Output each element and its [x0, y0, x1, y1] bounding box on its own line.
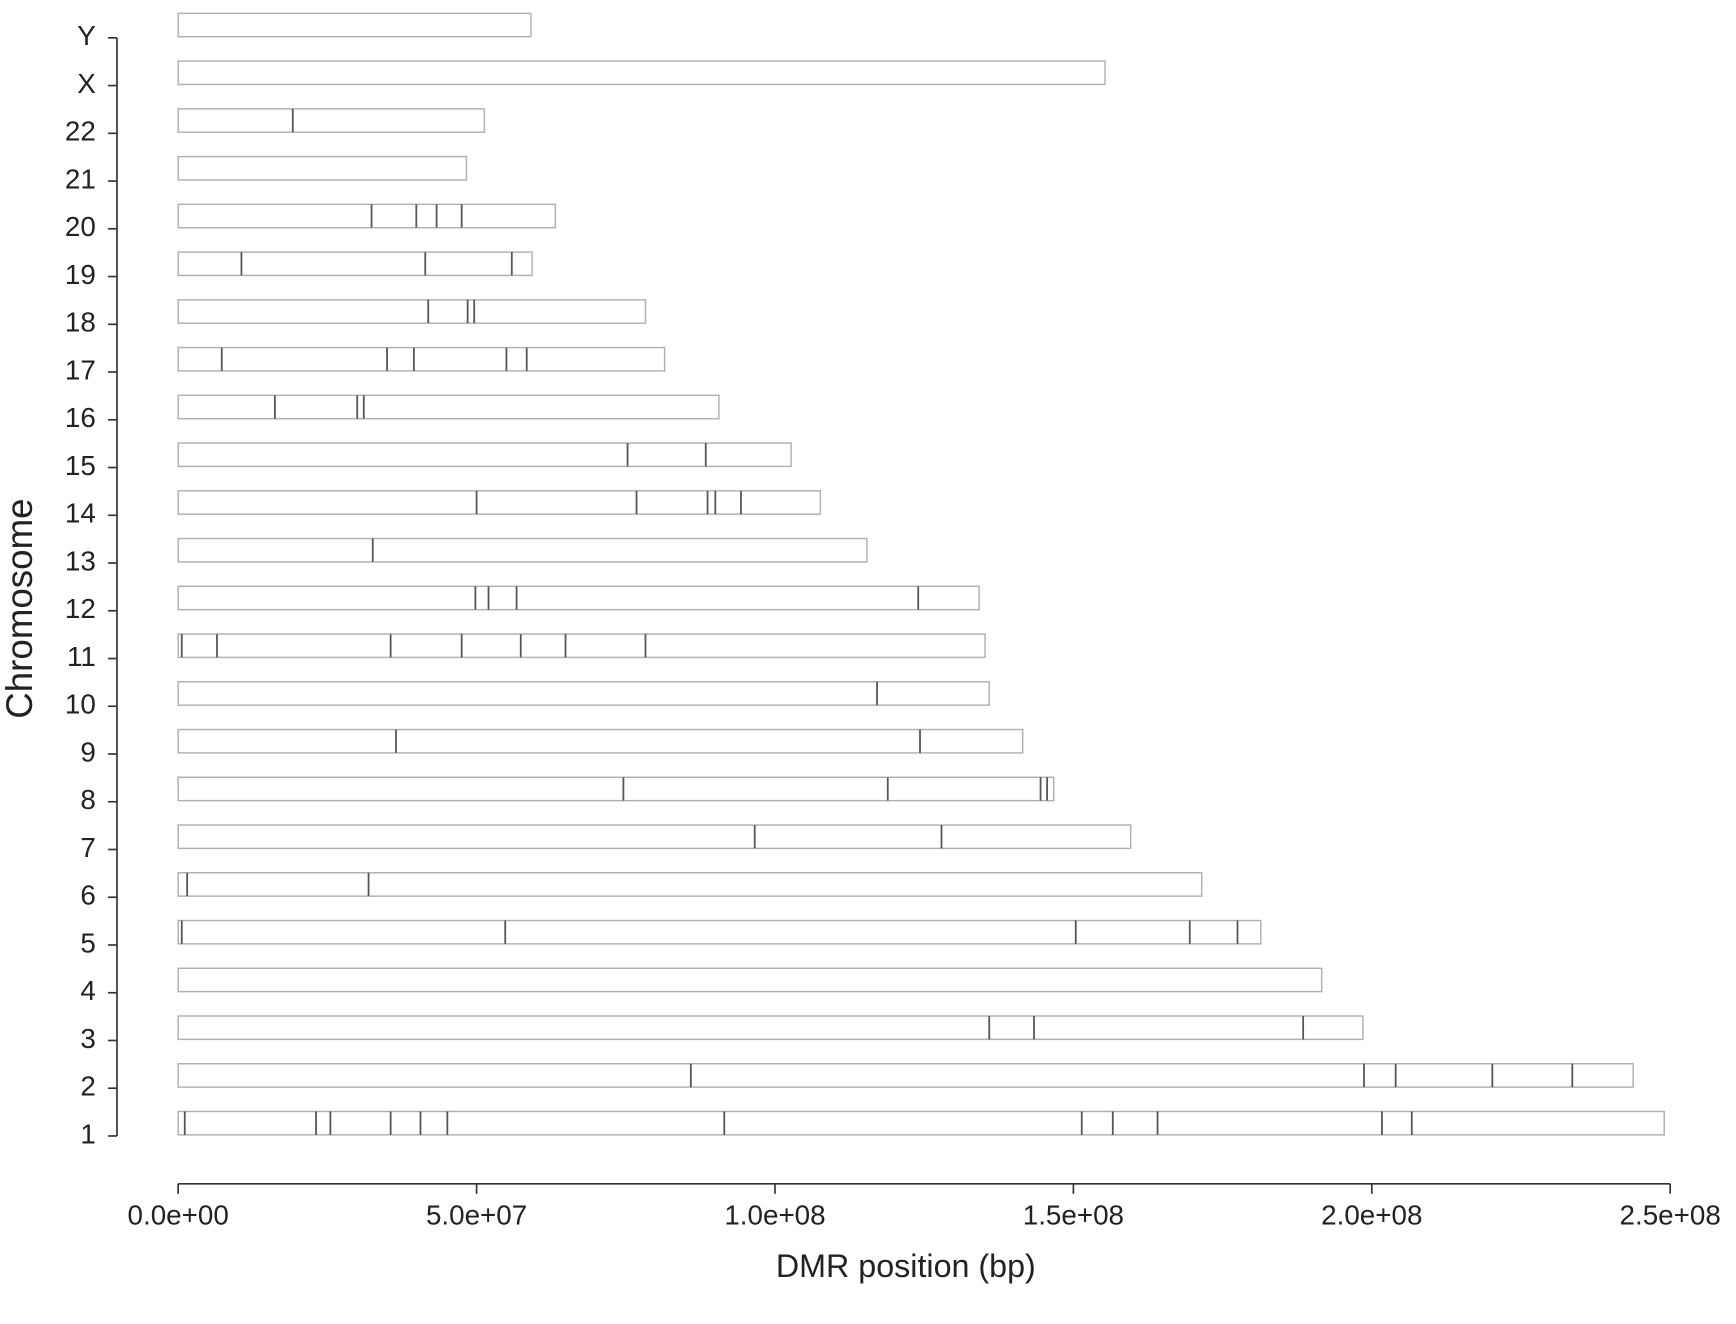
x-tick-label: 2.0e+08: [1321, 1200, 1422, 1231]
y-tick-label: 18: [65, 307, 96, 338]
y-axis-label: Chromosome: [0, 498, 40, 718]
y-tick-label: 2: [80, 1071, 95, 1102]
y-tick-label: 12: [65, 593, 96, 624]
y-tick-label: 19: [65, 259, 96, 290]
y-tick-label: 9: [80, 736, 95, 767]
y-tick-label: 1: [80, 1118, 95, 1149]
x-tick-label: 0.0e+00: [128, 1200, 229, 1231]
chromosome-bar: [177, 442, 792, 468]
chromosome-bar: [177, 60, 1106, 86]
chromosome-bar: [177, 919, 1262, 945]
y-tick-label: 22: [65, 116, 96, 147]
chromosome-bar: [177, 394, 720, 420]
y-tick-label: 3: [80, 1023, 95, 1054]
chromosome-bar: [177, 681, 990, 706]
chromosome-bar: [177, 537, 868, 563]
chromosome-bar: [177, 776, 1055, 802]
chromosome-bar: [177, 108, 486, 133]
chromosome-bar: [177, 346, 666, 372]
chromosome-bar: [177, 967, 1323, 993]
chromosome-bar: [177, 1110, 1665, 1136]
y-tick-label: 17: [65, 354, 96, 385]
y-tick-label: 5: [80, 927, 95, 958]
y-tick-label: 16: [65, 402, 96, 433]
x-tick-label: 2.5e+08: [1620, 1200, 1721, 1231]
y-tick-label: X: [77, 68, 96, 99]
y-tick-label: 14: [65, 498, 96, 529]
chromosome-bar: [177, 872, 1203, 897]
chromosome-bar: [177, 155, 468, 181]
chromosome-bar: [177, 490, 822, 515]
y-tick-label: 13: [65, 545, 96, 576]
chromosome-bar: [177, 299, 647, 324]
y-tick-label: 6: [80, 880, 95, 911]
x-axis-label: DMR position (bp): [776, 1248, 1036, 1284]
chromosome-bar: [177, 251, 533, 277]
y-tick-label: Y: [77, 20, 96, 51]
y-tick-label: 21: [65, 163, 96, 194]
y-tick-label: 4: [80, 975, 95, 1006]
y-tick-label: 15: [65, 450, 96, 481]
chromosome-bar: [177, 633, 986, 659]
chromosome-bar: [177, 728, 1024, 754]
chromosome-bar: [177, 12, 532, 38]
chromosome-bar: [177, 1015, 1364, 1041]
chromosome-bar: [177, 203, 557, 229]
x-tick-label: 5.0e+07: [426, 1200, 527, 1231]
x-tick-label: 1.0e+08: [724, 1200, 825, 1231]
x-tick-label: 1.5e+08: [1023, 1200, 1124, 1231]
y-tick-label: 11: [67, 641, 96, 672]
y-tick-label: 7: [80, 832, 95, 863]
chromosome-bar: [177, 585, 980, 611]
y-tick-label: 8: [80, 784, 95, 815]
y-tick-label: 20: [65, 211, 96, 242]
y-tick-label: 10: [65, 689, 96, 720]
chromosome-bar: [177, 824, 1132, 850]
chromosome-bar: [177, 1063, 1634, 1088]
